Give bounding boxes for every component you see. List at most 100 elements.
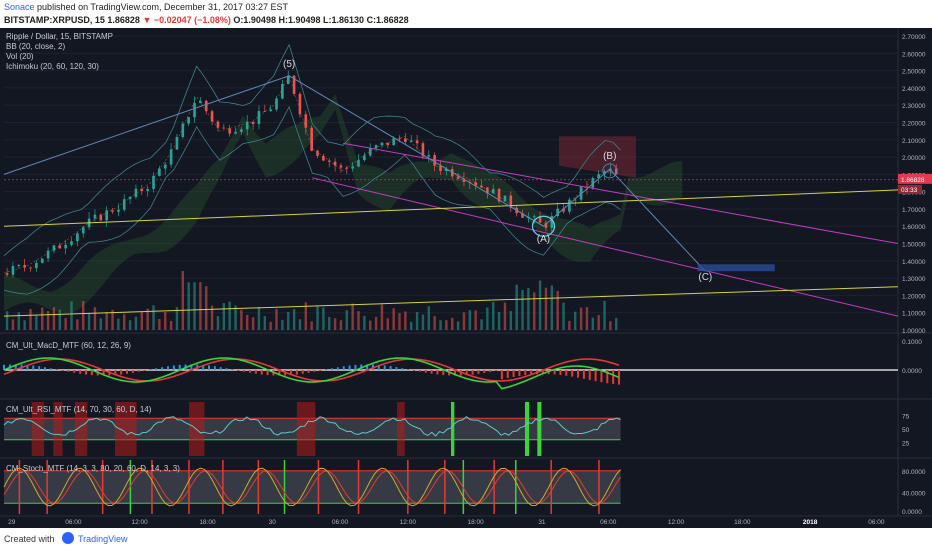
rsi-overbought-zone [114,402,137,456]
candle-body [122,199,126,210]
volume-bar [76,319,79,330]
macd-histogram-bar [85,370,88,375]
volume-bar [193,282,196,330]
ohlc-high: H:1.90498 [278,15,321,25]
candle-body [70,241,73,245]
volume-bar [497,311,501,330]
candle-body [134,188,138,197]
candle-body [251,121,255,125]
candle-body [146,188,149,192]
volume-bar [345,310,349,330]
macd-histogram-bar [342,366,345,370]
volume-bar [404,311,407,330]
volume-bar [474,310,477,330]
macd-histogram-bar [202,364,205,370]
volume-bar [292,309,296,330]
countdown-tag [898,184,922,194]
volume-bar [275,309,278,330]
candle-body [304,114,308,128]
macd-tick-0: 0.1000 [902,339,922,346]
price-tick-2: 2.50000 [902,69,926,76]
macd-histogram-bar [3,364,5,370]
candle-body [521,213,524,218]
volume-bar [398,313,401,330]
candle-body [380,142,384,146]
candle-body [240,129,243,132]
stoch-panel-title[interactable]: CM_Stoch_MTF (14, 3, 3, 80, 20, 60, D, 1… [6,464,180,473]
macd-histogram-bar [266,370,269,376]
macd-histogram-bar [571,370,574,377]
candle-body [421,143,425,157]
candle-body [234,131,237,134]
trendline-channel-bottom [312,177,899,317]
stoch-band [4,470,621,504]
macd-histogram-bar [120,370,123,375]
chart-area[interactable]: 2.70000 2.60000 2.50000 2.40000 2.30000 2.200… [0,28,932,528]
stoch-tick-2: 0.0000 [902,509,922,516]
macd-histogram-bar [26,364,29,370]
macd-histogram-bar [254,370,257,374]
tradingview-brand[interactable]: TradingView [78,534,128,544]
time-tick-5: 06:00 [332,519,349,526]
volume-bar [357,311,360,330]
macd-histogram-bar [278,370,281,376]
legend-vol[interactable]: Vol (20) [6,52,34,61]
candle-body [93,214,97,219]
macd-histogram-bar [395,367,398,370]
macd-histogram-bar [612,370,615,385]
volume-bar [574,311,577,330]
last-price-label: 1.86828 [901,177,925,184]
price-tick-6: 2.10000 [902,138,926,145]
candle-body [52,245,56,251]
last-price-tag [898,173,932,184]
rsi-panel-title[interactable]: CM_Ult_RSI_MTF (14, 70, 30, 60, D, 14) [6,405,152,414]
macd-histogram-bar [442,370,445,376]
chart-canvas[interactable]: 2.70000 2.60000 2.50000 2.40000 2.30000 2.200… [0,28,932,528]
macd-panel-title[interactable]: CM_Ult_MacD_MTF (60, 12, 26, 9) [6,341,131,350]
candle-body [286,75,290,85]
last-price: 1.86828 [107,15,140,25]
candle-body [368,148,372,156]
candle-body [64,244,67,249]
macd-histogram-bar [44,367,47,370]
ichimoku-cloud [4,93,683,313]
macd-histogram-bar [61,370,64,371]
volume-bar [392,308,395,330]
macd-histogram-bar [500,370,503,380]
candle-body [614,168,618,175]
rsi-oversold-marker [537,402,542,456]
rsi-oversold-marker [524,402,530,456]
price-tick-14: 1.30000 [902,276,926,283]
macd-histogram-bar [366,364,369,370]
candle-body [351,166,354,169]
time-tick-0: 29 [8,519,16,526]
candle-body [269,109,272,112]
macd-histogram-bar [172,365,175,370]
time-tick-9: 06:00 [600,519,617,526]
author-link[interactable]: Sonace [4,2,35,12]
price-tick-1: 2.60000 [902,51,926,58]
price-tick-3: 2.40000 [902,86,926,93]
macd-histogram-bar [231,369,234,370]
volume-bar [70,301,73,330]
candle-body [363,155,366,161]
volume-bar [451,317,454,330]
bollinger-lower [3,105,621,295]
volume-bar [374,316,378,330]
rsi-line [3,416,621,437]
macd-histogram-bar [79,370,82,374]
volume-bar [158,319,161,330]
candle-body [152,175,155,189]
rsi-overbought-zone [31,402,45,456]
candle-body [439,165,442,172]
candle-body [480,185,483,188]
legend-ichimoku[interactable]: Ichimoku (20, 60, 120, 30) [6,62,99,71]
volume-bar [328,316,331,330]
legend-bb[interactable]: BB (20, close, 2) [6,42,66,51]
published-text: published on TradingView.com, December 3… [37,2,289,12]
macd-histogram-bar [137,370,140,372]
volume-bar [246,314,249,330]
time-tick-8: 31 [538,519,546,526]
volume-bar [199,282,202,330]
volume-bar [64,318,67,330]
